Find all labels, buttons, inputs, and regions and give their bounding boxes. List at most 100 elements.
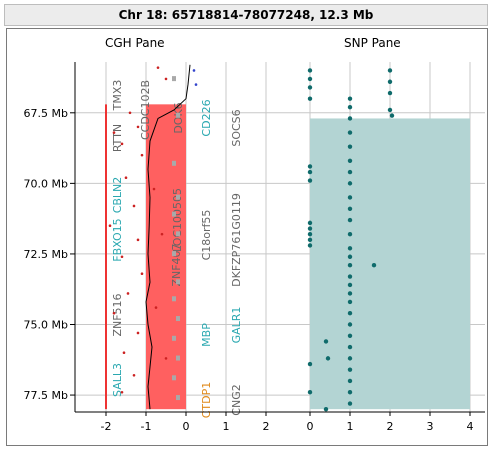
snp-data-point[interactable] — [347, 311, 353, 316]
gene-label[interactable]: LOC100505 — [171, 188, 184, 252]
snp-data-point[interactable] — [347, 116, 353, 121]
gene-marker — [172, 375, 176, 381]
snp-data-point[interactable] — [347, 263, 353, 268]
gene-label[interactable]: ZNF516 — [111, 293, 124, 336]
gene-label[interactable]: CD226 — [200, 99, 213, 136]
cgh-x-tick-label: 1 — [223, 420, 230, 433]
snp-x-tick-label: 0 — [307, 420, 314, 433]
gene-label[interactable]: CTDP1 — [200, 382, 213, 419]
snp-data-point[interactable] — [347, 401, 353, 406]
snp-data-point[interactable] — [347, 144, 353, 149]
snp-data-point[interactable] — [347, 130, 353, 135]
snp-data-point[interactable] — [307, 226, 313, 231]
cgh-data-point — [160, 232, 164, 236]
cgh-data-point — [120, 255, 124, 259]
snp-data-point[interactable] — [347, 367, 353, 372]
snp-data-point[interactable] — [347, 206, 353, 211]
snp-data-point[interactable] — [307, 164, 313, 169]
plot-area — [6, 28, 488, 446]
gene-label[interactable]: DKFZP761G0119 — [230, 193, 243, 287]
gene-label[interactable]: CNG2 — [230, 384, 243, 415]
gene-marker — [172, 296, 176, 302]
y-tick-label: 70.0 Mb — [24, 177, 68, 190]
snp-data-point[interactable] — [347, 390, 353, 395]
snp-data-point[interactable] — [347, 356, 353, 361]
snp-data-point[interactable] — [347, 217, 353, 223]
cgh-data-point — [136, 238, 140, 242]
gene-label[interactable]: SALL3 — [111, 363, 124, 397]
gene-label[interactable]: MBP — [200, 323, 213, 347]
snp-region[interactable] — [310, 118, 470, 410]
snp-data-point[interactable] — [307, 76, 313, 82]
gene-label[interactable]: SOCS6 — [230, 109, 243, 146]
snp-data-point[interactable] — [347, 254, 353, 259]
y-tick-label: 75.0 Mb — [24, 319, 68, 332]
snp-data-point[interactable] — [347, 299, 353, 305]
cgh-data-point — [132, 204, 136, 208]
cgh-data-point — [156, 66, 160, 69]
cgh-x-tick-label: -1 — [141, 420, 152, 433]
snp-data-point[interactable] — [387, 79, 393, 84]
snp-data-point[interactable] — [323, 406, 329, 412]
cgh-x-tick-label: 2 — [263, 420, 270, 433]
snp-data-point[interactable] — [307, 178, 313, 183]
cgh-data-point — [120, 390, 124, 394]
gene-marker — [176, 395, 180, 401]
snp-data-point[interactable] — [323, 339, 329, 344]
snp-data-point[interactable] — [347, 282, 353, 288]
gene-label[interactable]: CCDC102B — [139, 80, 152, 140]
gene-label[interactable]: FBXO15 — [111, 218, 124, 261]
gene-label[interactable]: RTTN — [111, 124, 124, 152]
snp-data-point[interactable] — [347, 344, 353, 350]
cgh-data-point — [136, 331, 140, 335]
snp-data-point[interactable] — [325, 356, 331, 361]
snp-data-point[interactable] — [347, 291, 353, 296]
snp-data-point[interactable] — [307, 237, 313, 243]
gene-label[interactable]: GALR1 — [230, 307, 243, 344]
snp-data-point[interactable] — [387, 90, 393, 96]
snp-data-point[interactable] — [347, 104, 353, 110]
snp-data-point[interactable] — [371, 263, 377, 268]
gene-marker — [176, 231, 180, 237]
snp-data-point[interactable] — [307, 96, 313, 101]
y-tick-label: 77.5 Mb — [24, 389, 68, 402]
cgh-data-point — [136, 125, 140, 129]
y-tick-label: 72.5 Mb — [24, 248, 68, 261]
snp-data-point[interactable] — [307, 85, 313, 90]
snp-data-point[interactable] — [347, 158, 353, 163]
snp-data-point[interactable] — [347, 378, 353, 384]
snp-data-point[interactable] — [307, 220, 313, 226]
cgh-data-point — [108, 224, 112, 228]
snp-data-point[interactable] — [347, 246, 353, 251]
gene-marker — [172, 335, 176, 341]
snp-data-point[interactable] — [347, 231, 353, 237]
gene-label[interactable]: CBLN2 — [111, 177, 124, 214]
chart-title: Chr 18: 65718814-78077248, 12.3 Mb — [4, 4, 488, 26]
snp-data-point[interactable] — [347, 333, 353, 338]
gene-label[interactable]: TMX3 — [111, 80, 124, 112]
gene-marker — [172, 211, 176, 217]
snp-data-point[interactable] — [347, 96, 353, 101]
snp-data-point[interactable] — [347, 274, 353, 279]
snp-data-point[interactable] — [307, 390, 313, 395]
gene-marker — [172, 76, 176, 82]
gene-marker — [176, 112, 180, 118]
cgh-data-point — [128, 111, 132, 115]
snp-data-point[interactable] — [307, 68, 313, 73]
gene-label[interactable]: C18orf55 — [200, 210, 213, 261]
snp-data-point[interactable] — [347, 322, 353, 327]
snp-data-point[interactable] — [387, 68, 393, 73]
snp-data-point[interactable] — [307, 231, 313, 237]
snp-data-point[interactable] — [347, 181, 353, 186]
snp-data-point[interactable] — [347, 169, 353, 175]
snp-data-point[interactable] — [387, 107, 393, 113]
snp-data-point[interactable] — [389, 113, 395, 118]
snp-data-point[interactable] — [307, 243, 313, 248]
cgh-data-point — [140, 272, 144, 275]
snp-data-point[interactable] — [307, 169, 313, 175]
snp-data-point[interactable] — [307, 361, 313, 367]
gene-marker — [176, 194, 180, 200]
gene-label[interactable]: DOK6 — [172, 102, 185, 133]
snp-data-point[interactable] — [347, 195, 353, 200]
